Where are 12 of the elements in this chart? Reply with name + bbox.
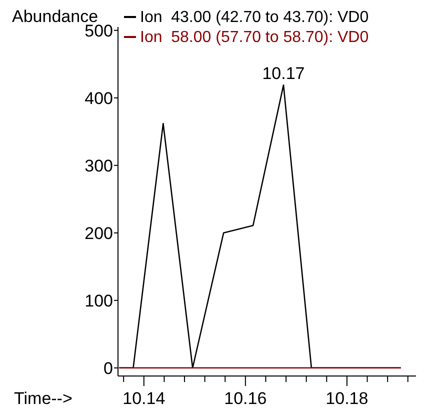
x-tick-label: 10.18 xyxy=(326,389,368,408)
y-tick-label: 200 xyxy=(84,224,113,243)
y-tick-label: 400 xyxy=(84,88,113,108)
y-tick-label: 100 xyxy=(84,291,113,310)
legend-label: Ion 43.00 (42.70 to 43.70): VD0 xyxy=(140,9,369,26)
y-tick-label: 300 xyxy=(84,156,113,176)
annotation: 10.17 xyxy=(262,64,305,84)
y-tick-label: 0 xyxy=(104,358,113,378)
x-axis-title: Time--> xyxy=(14,389,72,408)
x-tick-label: 10.16 xyxy=(224,389,267,408)
x-tick-label: 10.14 xyxy=(122,389,166,408)
legend-label: Ion 58.00 (57.70 to 58.70): VD0 xyxy=(140,29,369,46)
